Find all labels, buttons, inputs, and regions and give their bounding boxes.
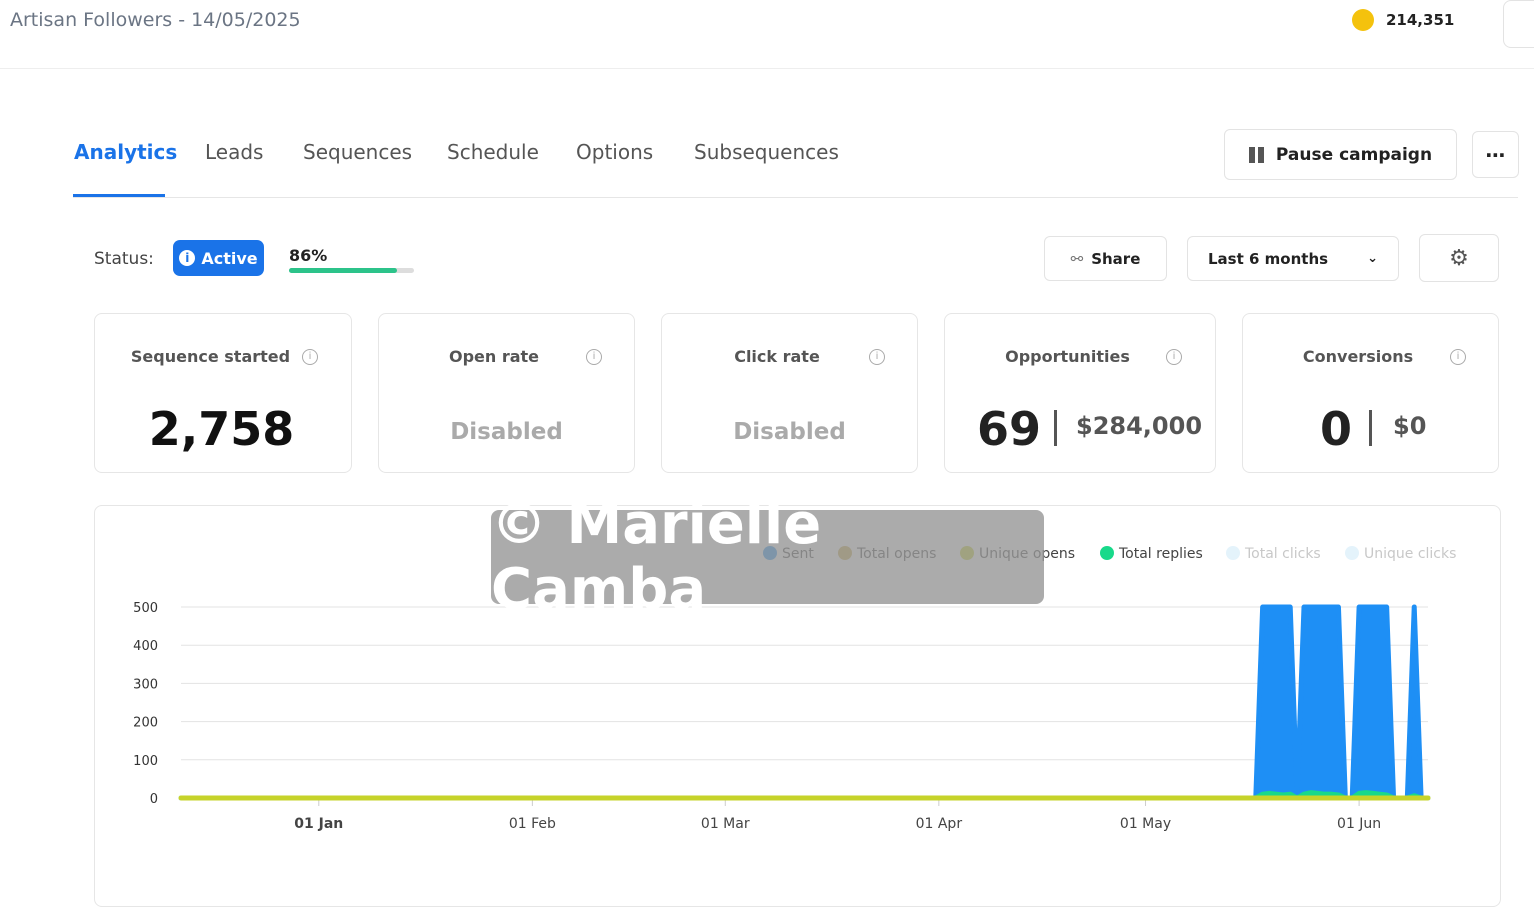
status-badge: i Active [173,240,264,276]
legend-swatch [1100,546,1114,560]
progress-label: 86% [289,246,328,265]
credits[interactable]: 214,351 [1386,11,1455,29]
credits-icon [1352,9,1374,31]
divider [0,68,1534,69]
card-value: 0 [1320,402,1353,456]
stat-card: Conversions i 0 $0 [1242,313,1499,473]
y-tick-label: 400 [133,639,158,654]
tab[interactable]: Options [576,140,654,164]
card-title: Conversions [1302,347,1414,366]
side-button[interactable] [1503,0,1534,48]
legend-swatch [1345,546,1359,560]
progress-bar [289,268,397,273]
tab[interactable]: Schedule [447,140,539,164]
tab[interactable]: Analytics [74,140,178,164]
legend-label: Total replies [1118,546,1203,562]
card-title: Open rate [448,347,540,366]
stat-card: Opportunities i 69 $284,000 [944,313,1216,473]
progress-track [289,268,414,273]
watermark: © Marielle Camba [491,492,1044,622]
x-tick-label: 01 Apr [916,816,963,832]
card-amount: $284,000 [1076,412,1203,440]
y-tick-label: 0 [150,792,158,807]
pause-button[interactable]: Pause campaign [1224,129,1457,180]
y-tick-label: 300 [133,677,158,692]
stat-card: Open rate i Disabled [378,313,635,473]
card-value: 69 [977,402,1042,456]
settings-button[interactable]: ⚙ [1419,234,1499,282]
card-amount: $0 [1393,412,1427,440]
card-value: Disabled [450,419,563,445]
card-value: Disabled [733,419,846,445]
range-label: Last 6 months [1208,249,1329,268]
card-value: 2,758 [148,402,295,456]
legend-swatch [1226,546,1240,560]
y-tick-label: 200 [133,716,158,731]
y-tick-label: 100 [133,754,158,769]
x-tick-label: 01 Mar [701,816,750,832]
tab-divider [73,197,1518,198]
share-label: Share [1091,249,1141,268]
more-button[interactable]: ⋯ [1472,131,1519,178]
x-tick-label: 01 Jun [1337,816,1381,832]
y-tick-label: 500 [133,601,158,616]
card-title: Sequence started [130,347,291,366]
chart: 0 100 200 300 400 500 01 Jan 01 Feb 01 Mar 01 Apr… [133,546,1456,832]
legend-label: Unique clicks [1364,546,1456,562]
stat-card: Sequence started i 2,758 [94,313,352,473]
card-title: Opportunities [1005,347,1130,366]
share-button[interactable]: ⚯ Share [1044,236,1167,281]
tab-indicator [73,194,165,198]
tab[interactable]: Sequences [303,140,413,164]
x-tick-label: 01 Jan [294,816,343,832]
tab[interactable]: Leads [205,140,264,164]
area [178,604,1431,801]
status-label: Status: [94,249,154,269]
x-tick-label: 01 Feb [509,816,556,832]
tab[interactable]: Subsequences [694,140,839,164]
campaign-title: Artisan Followers - 14/05/2025 [10,9,301,31]
stat-card: Click rate i Disabled [661,313,918,473]
legend-label: Total clicks [1244,546,1321,562]
range-select[interactable]: Last 6 months ⌄ [1187,236,1399,281]
badge-text: Active [201,248,258,268]
card-title: Click rate [734,347,820,366]
x-tick-label: 01 May [1120,816,1171,832]
pause-label: Pause campaign [1275,144,1433,165]
